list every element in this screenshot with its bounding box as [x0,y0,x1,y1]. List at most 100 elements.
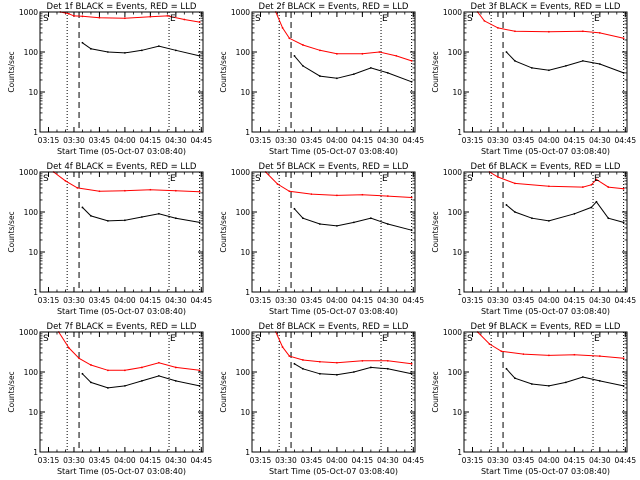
lld-series-line [265,171,412,198]
x-tick-label: 04:45 [190,296,212,305]
lld-data-point [98,190,101,193]
x-axis-title: Start Time (05-Oct-07 03:08:40) [269,467,398,476]
y-tick-label: 100 [24,368,39,377]
x-tick-label: 03:45 [513,296,535,305]
x-tick-label: 04:15 [564,136,586,145]
x-axis-title: Start Time (05-Oct-07 03:08:40) [57,147,186,156]
events-data-point [293,54,296,57]
events-data-point [81,41,84,44]
lld-data-point [67,12,70,15]
x-tick-label: 04:15 [564,296,586,305]
events-data-point [352,371,355,373]
lld-data-point [410,362,413,365]
panel-title: Det 4f BLACK = Events, RED = LLD [47,162,197,172]
events-data-point [598,379,601,382]
lld-data-point [149,15,152,18]
x-tick-label: 03:30 [275,296,297,305]
lld-data-point [581,186,584,188]
lld-data-point [123,17,126,20]
events-data-point [386,72,389,74]
events-data-point [505,367,508,370]
x-tick-label: 03:15 [462,296,484,305]
events-data-point [302,64,304,67]
y-axis-title: Counts/sec [219,211,228,252]
x-tick-label: 03:45 [513,136,535,145]
lld-data-point [198,190,201,193]
x-tick-label: 04:30 [589,296,611,305]
x-tick-label: 04:00 [326,136,348,145]
panel-6: Det 6f BLACK = Events, RED = LLD Start Ti… [431,162,636,316]
events-data-point [410,80,413,83]
events-data-point [514,59,516,62]
lld-data-point [288,355,291,357]
lld-data-point [547,354,550,357]
x-tick-label: 04:00 [114,136,136,145]
lld-series-line [53,171,200,193]
lld-series-line [477,331,624,359]
lld-data-point [483,19,486,22]
x-tick-label: 04:00 [326,296,348,305]
lld-data-point [590,183,593,186]
y-tick-label: 10 [452,88,462,97]
events-data-point [81,372,84,375]
lld-data-point [598,355,601,357]
lld-data-point [622,37,625,40]
panel-7: Det 7f BLACK = Events, RED = LLD Start Ti… [7,322,212,476]
x-axis-title: Start Time (05-Oct-07 03:08:40) [57,307,186,316]
x-tick-label: 03:30 [275,456,297,465]
end-marker-label: E [170,174,176,184]
lld-data-point [335,52,338,55]
panel-1: Det 1f BLACK = Events, RED = LLD Start Ti… [7,2,212,156]
y-tick-label: 1 [33,288,38,297]
lld-data-point [123,369,126,372]
x-tick-label: 03:15 [38,296,60,305]
y-tick-label: 1000 [443,168,462,177]
y-tick-label: 1 [457,448,462,457]
lld-data-point [410,196,413,199]
events-data-point [369,366,372,369]
x-tick-label: 03:15 [462,456,484,465]
x-tick-label: 04:45 [190,136,212,145]
events-series-line [506,51,624,74]
lld-data-point [140,366,143,369]
events-data-point [319,75,321,77]
x-tick-label: 04:45 [614,296,636,305]
events-series-line [82,207,200,223]
lld-data-point [319,360,321,363]
lld-series-line [275,11,412,62]
y-tick-label: 1000 [443,328,462,337]
y-tick-label: 1 [245,288,250,297]
events-data-point [140,216,143,218]
x-tick-label: 03:30 [487,456,509,465]
lld-data-point [514,30,516,33]
events-data-point [369,67,372,69]
x-tick-label: 04:00 [326,456,348,465]
plot-frame [463,331,628,453]
x-tick-label: 04:30 [589,136,611,145]
start-marker-label: S [255,174,261,184]
events-data-point [622,72,625,74]
x-axis-title: Start Time (05-Oct-07 03:08:40) [481,307,610,316]
lld-data-point [78,357,80,360]
lld-data-point [98,16,101,19]
x-tick-label: 03:15 [250,136,272,145]
events-data-point [198,221,201,224]
x-tick-label: 04:45 [402,456,424,465]
y-tick-label: 1000 [231,8,250,17]
events-data-point [573,212,576,215]
events-data-point [514,211,516,213]
x-tick-label: 04:30 [377,296,399,305]
events-data-point [335,373,338,376]
y-tick-label: 100 [24,208,39,217]
plot-frame [251,171,416,293]
events-series-line [506,368,624,387]
y-tick-label: 1 [33,128,38,137]
events-data-point [595,200,598,203]
events-data-point [198,54,201,57]
events-series-line [294,55,412,83]
y-tick-label: 100 [448,368,463,377]
lld-data-point [547,30,550,33]
lld-data-point [64,179,67,182]
plot-frame [39,11,204,133]
lld-data-point [573,353,576,356]
